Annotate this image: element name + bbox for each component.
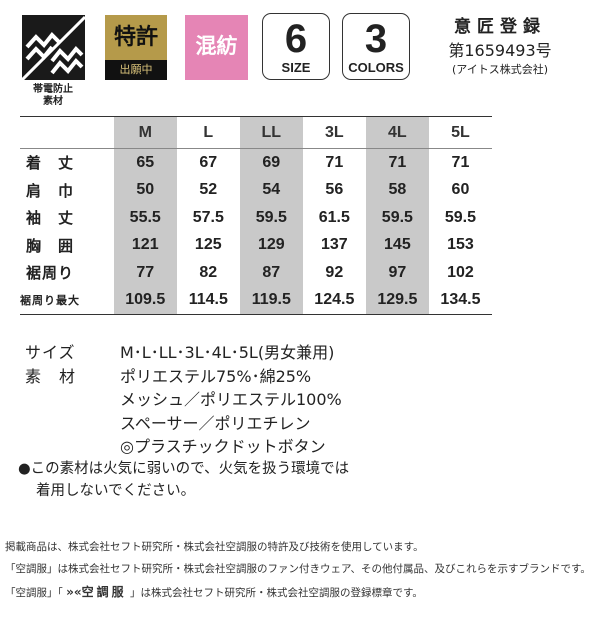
antistatic-label: 帯電防止 素材 [18, 84, 88, 108]
measurement-cell: 97 [365, 259, 429, 287]
material-line: ◎プラスチックドットボタン [120, 437, 326, 456]
measurement-cell: 67 [199, 153, 218, 171]
design-owner: (アイトス株式会社) [451, 63, 549, 76]
kuchofuku-logo-text: 空調服 [81, 585, 127, 599]
measurement-cell: 59.5 [239, 204, 303, 232]
patent-title: 特許 [105, 15, 167, 60]
measurement-cell: 134.5 [440, 291, 481, 309]
design-number: 第1659493号 [448, 41, 552, 60]
measurement-cell: 121 [113, 231, 177, 259]
table-row: 胸 囲 121 125 129 137 145 153 [20, 231, 492, 259]
measurement-cell: 114.5 [188, 291, 228, 309]
design-title: 意匠登録 [454, 17, 546, 37]
row-label: 袖 丈 [26, 209, 75, 228]
size-column-header: L [203, 123, 214, 141]
measurement-cell: 145 [365, 231, 429, 259]
table-row: 肩 巾 50 52 54 56 58 60 [20, 176, 492, 204]
table-row: 袖 丈 55.5 57.5 59.5 61.5 59.5 59.5 [20, 204, 492, 232]
patent-sub: 出願中 [105, 60, 167, 80]
measurement-cell: 102 [447, 263, 474, 281]
material-line: スペーサー／ポリエチレン [120, 413, 311, 433]
measurement-cell: 57.5 [192, 208, 224, 226]
size-spec-value: M･L･LL･3L･4L･5L(男女兼用) [120, 343, 335, 362]
size-column-header: M [113, 116, 177, 149]
size-column-header: 4L [365, 116, 429, 149]
footer-line2: 「空調服」は株式会社セフト研究所・株式会社空調服のファン付きウェア、その他付属品… [5, 563, 591, 575]
row-label: 肩 巾 [26, 181, 75, 200]
measurement-cell: 69 [239, 148, 303, 177]
measurement-cell: 109.5 [113, 286, 177, 315]
warning-line2: 着用しないでください。 [36, 483, 196, 499]
fan-logo-icon: »« [66, 585, 82, 599]
measurement-cell: 71 [325, 153, 344, 171]
measurement-cell: 59.5 [444, 208, 477, 226]
measurement-cell: 71 [451, 153, 470, 171]
size-column-header: 3L [324, 123, 344, 141]
size-column-header: LL [239, 116, 303, 149]
measurement-cell: 58 [365, 176, 429, 204]
colors-label: COLORS [348, 60, 404, 75]
measurement-cell: 153 [447, 236, 474, 254]
material-line: メッシュ／ポリエステル100% [120, 390, 342, 409]
corner-cell [20, 117, 114, 149]
size-label: SIZE [281, 60, 311, 75]
measurement-cell: 60 [451, 181, 470, 199]
antistatic-label-line1: 帯電防止 [33, 84, 73, 95]
measurement-cell: 50 [113, 176, 177, 204]
size-spec-label: サイズ [25, 343, 76, 362]
measurement-cell: 56 [325, 181, 344, 199]
measurement-cell: 71 [365, 148, 429, 177]
measurement-cell: 92 [325, 263, 344, 281]
row-label: 裾周り [26, 264, 75, 283]
blend-badge: 混紡 [185, 15, 248, 80]
measurement-cell: 119.5 [239, 286, 303, 315]
antistatic-label-line2: 素材 [43, 96, 63, 107]
measurement-cell: 65 [113, 148, 177, 177]
footer-line3-pre: 「空調服」「 [5, 587, 63, 599]
measurement-cell: 82 [199, 263, 218, 281]
measurement-cell: 54 [239, 176, 303, 204]
footer-line1: 掲載商品は、株式会社セフト研究所・株式会社空調服の特許及び技術を使用しています。 [5, 541, 424, 553]
row-label: 裾周り最大 [20, 294, 80, 308]
measurement-cell: 129.5 [365, 286, 429, 315]
color-count: 3 [364, 17, 388, 61]
patent-pending-badge: 特許 出願中 [105, 15, 167, 80]
measurement-cell: 124.5 [314, 291, 355, 309]
measurement-cell: 125 [194, 236, 222, 254]
footer-line3-post: 」は株式会社セフト研究所・株式会社空調服の登録標章です。 [129, 587, 423, 599]
measurement-cell: 55.5 [113, 204, 177, 232]
size-count: 6 [284, 17, 308, 61]
spec-block: サイズ M･L･LL･3L･4L･5L(男女兼用) 素 材 ポリエステル75%･綿2… [25, 341, 342, 459]
kuchofuku-logo: »«空調服 [66, 585, 127, 599]
color-count-badge: 3 COLORS [342, 13, 410, 80]
table-row: 裾周り 77 82 87 92 97 102 [20, 259, 492, 287]
table-row: 着 丈 65 67 69 71 71 71 [20, 148, 492, 177]
size-header-row: M L LL 3L 4L 5L [20, 116, 492, 149]
row-label: 着 丈 [26, 154, 75, 173]
size-count-badge: 6 SIZE [262, 13, 330, 80]
antistatic-zigzag-icon [20, 15, 87, 82]
size-column-header: 5L [451, 123, 470, 141]
measurement-cell: 137 [320, 236, 348, 254]
measurement-cell: 129 [239, 231, 303, 259]
measurement-cell: 61.5 [318, 208, 350, 226]
measurement-cell: 59.5 [365, 204, 429, 232]
measurement-cell: 52 [199, 181, 218, 199]
row-label: 胸 囲 [26, 236, 75, 255]
measurement-cell: 87 [239, 259, 303, 287]
table-row: 裾周り最大 109.5 114.5 119.5 124.5 129.5 134.5 [20, 286, 492, 315]
footer-line3: 「空調服」「 »«空調服 」は株式会社セフト研究所・株式会社空調服の登録標章です… [5, 583, 423, 600]
warning-line1: ●この素材は火気に弱いので、火気を扱う環境では [18, 461, 350, 477]
material-line: ポリエステル75%･綿25% [120, 366, 312, 386]
measurement-cell: 77 [113, 259, 177, 287]
material-label: 素 材 [25, 366, 77, 386]
size-table: M L LL 3L 4L 5L 着 丈 65 67 69 71 71 71 肩 巾 50 52 54 56 58 6… [20, 116, 492, 315]
design-registration: 意匠登録 第1659493号 (アイトス株式会社) [425, 12, 575, 77]
fire-warning: ●この素材は火気に弱いので、火気を扱う環境では 着用しないでください。 [18, 458, 349, 502]
